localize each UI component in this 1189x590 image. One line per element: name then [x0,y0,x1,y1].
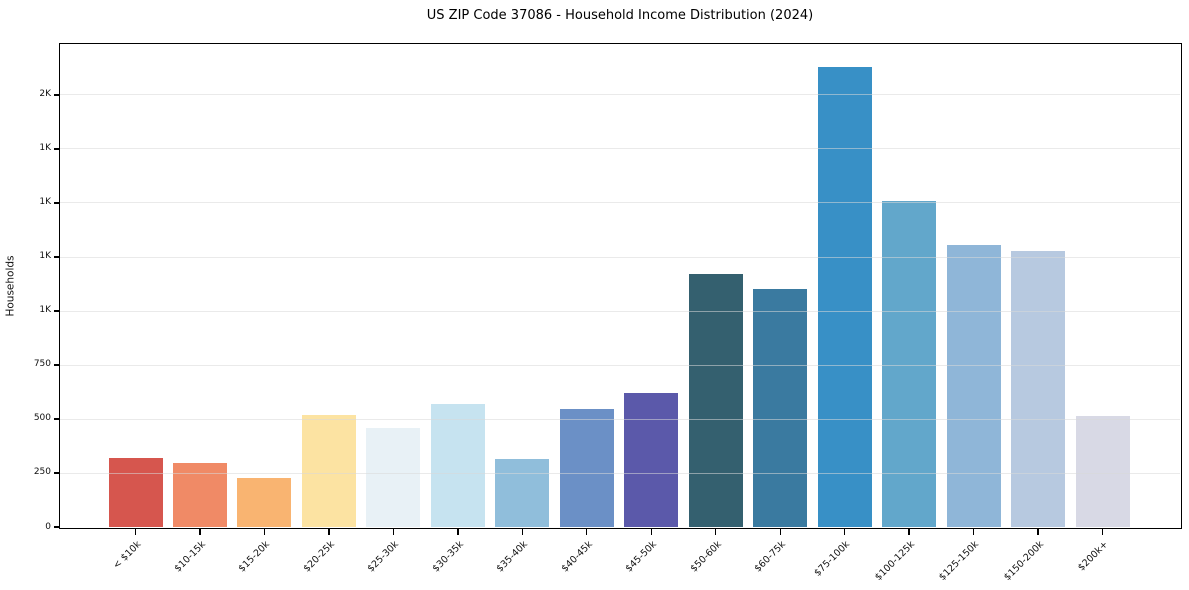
y-tick-label: 1K [39,143,51,154]
y-tick-label: 2K [39,89,51,100]
bar-3 [301,414,356,527]
bar-11 [817,66,872,527]
x-tick-label: $40-45k [559,539,595,575]
y-tick-mark [53,148,59,150]
x-tick-mark [586,528,588,535]
bar-7 [559,409,614,527]
chart-title: US ZIP Code 37086 - Household Income Dis… [426,8,814,23]
x-tick-label: $20-25k [301,539,337,575]
y-tick-mark [53,256,59,258]
bar-13 [946,245,1001,527]
gridline [60,364,1180,366]
gridline [60,418,1180,420]
y-tick-label: 250 [33,467,51,478]
bar-0 [108,457,163,527]
y-tick-mark [53,94,59,96]
x-tick-mark [972,528,975,535]
y-tick-mark [53,202,59,204]
x-tick-mark [715,528,717,535]
x-tick-mark [457,528,459,535]
bar-1 [172,463,227,527]
y-tick-mark [53,310,59,312]
y-tick-mark [53,364,59,366]
x-tick-label: $75-100k [812,539,853,579]
gridline [60,472,1180,474]
bar-4 [366,427,421,527]
bar-2 [237,478,292,527]
grid-layer [60,44,1180,527]
x-tick-mark [1101,528,1104,535]
x-tick-mark [328,528,330,535]
bar-15 [1075,415,1130,527]
y-tick-mark [53,526,59,528]
bar-5 [430,403,485,527]
y-tick-label: 1K [39,251,51,262]
x-tick-label: $60-75k [752,539,788,575]
bar-9 [688,274,743,527]
x-tick-mark [1037,528,1039,535]
x-tick-label: $125-150k [937,539,982,584]
x-tick-label: $45-50k [623,539,660,575]
x-tick-mark [843,528,846,535]
bar-14 [1011,250,1066,527]
y-tick-label: 1K [39,197,51,208]
x-tick-label: $30-35k [430,539,466,575]
x-tick-label: $35-40k [494,539,531,575]
gridline [60,310,1180,312]
x-tick-label: $200k+ [1075,539,1111,574]
bar-8 [624,393,679,527]
gridline [60,148,1180,150]
x-tick-label: $10-15k [172,539,208,575]
y-tick-label: 1K [39,305,51,316]
x-tick-label: $150-200k [1001,539,1046,584]
x-tick-mark [199,528,201,535]
x-tick-mark [263,528,266,535]
bar-10 [753,289,808,527]
x-tick-label: $25-30k [365,539,402,575]
x-tick-mark [392,528,395,535]
bar-6 [495,458,550,527]
gridline [60,94,1180,96]
x-tick-mark [779,528,781,535]
y-tick-label: 750 [33,359,51,370]
y-tick-label: 0 [45,521,51,532]
x-tick-mark [908,528,910,535]
x-tick-mark [650,528,652,535]
y-axis-label-wrap: Households [0,44,22,527]
x-tick-label: $15-20k [236,539,273,575]
x-tick-mark [134,528,137,535]
x-tick-label: < $10k [111,539,144,572]
gridline [60,256,1180,258]
x-tick-label: $100-125k [872,539,917,584]
plot-area [58,42,1182,529]
y-tick-label: 500 [33,413,51,424]
gridline [60,202,1180,204]
x-tick-mark [521,528,523,535]
x-tick-label: $50-60k [688,539,724,575]
y-tick-mark [53,472,59,474]
y-tick-mark [53,418,59,420]
